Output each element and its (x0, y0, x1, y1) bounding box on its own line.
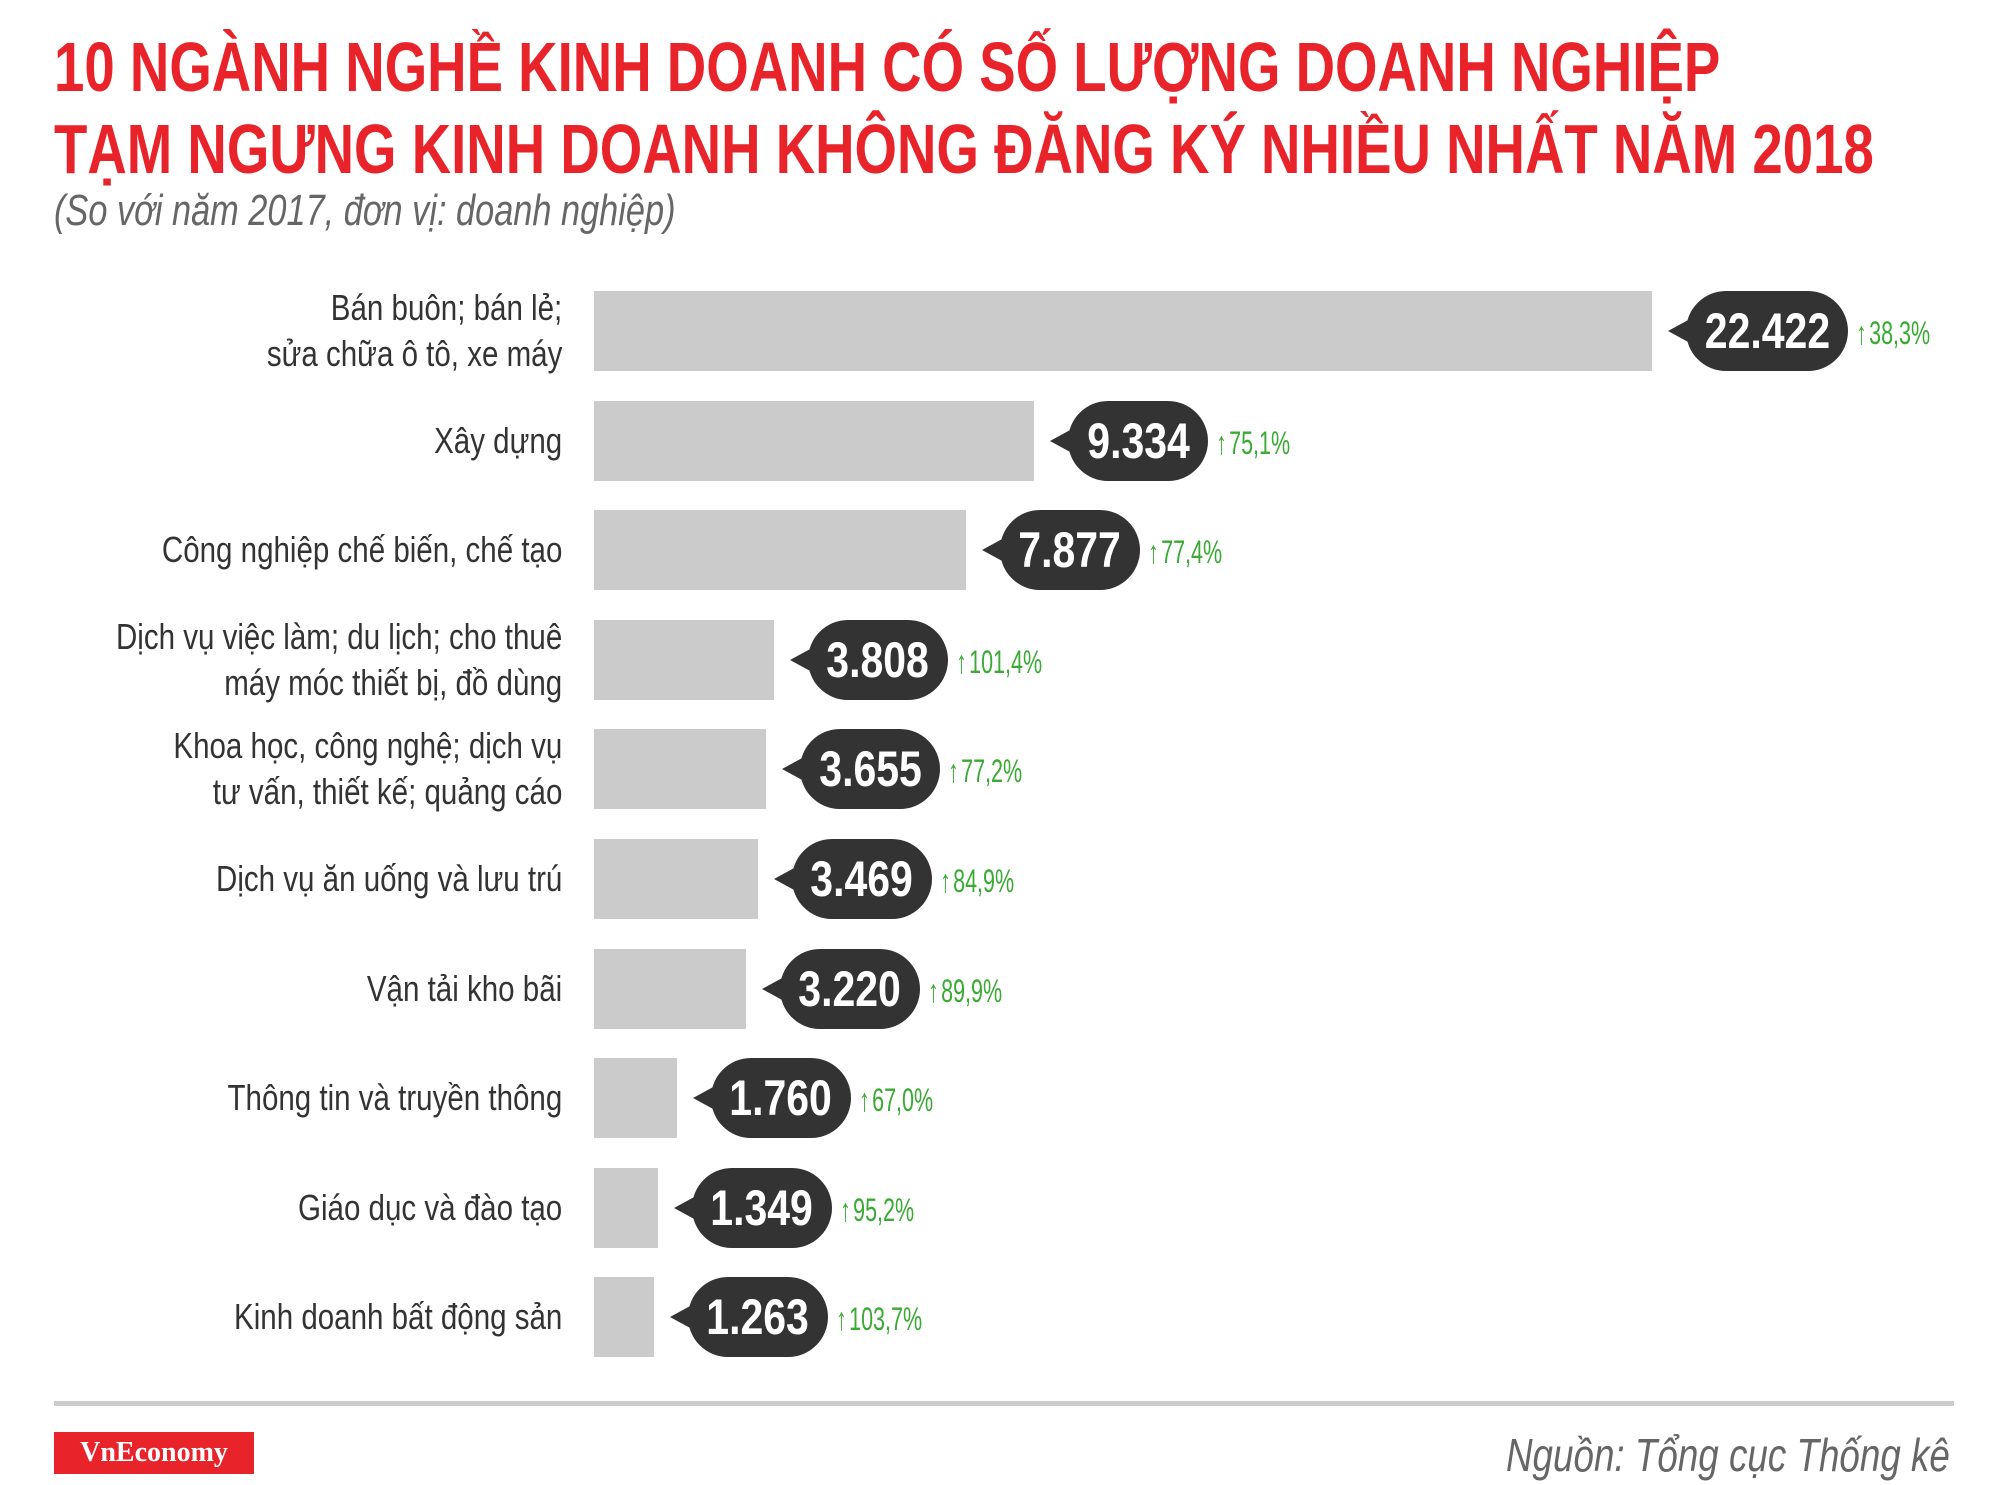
change-label: ↑67,0% (859, 1082, 966, 1119)
arrow-up-icon: ↑ (1147, 534, 1159, 571)
bar (594, 1277, 654, 1358)
change-value: 84,9% (952, 863, 1014, 899)
bar (594, 510, 966, 591)
arrow-up-icon: ↑ (939, 863, 951, 899)
change-label: ↑38,3% (1856, 315, 1963, 352)
bar (594, 729, 767, 810)
divider (54, 1401, 1954, 1406)
bar (594, 948, 746, 1029)
bar (594, 1058, 678, 1139)
category-label: Thông tin và truyền thông (154, 1075, 562, 1121)
change-value: 77,4% (1160, 534, 1222, 571)
value-label: 22.422 (1668, 291, 1848, 371)
category-label-line: Kinh doanh bất động sản (233, 1296, 562, 1338)
value-label: 9.334 (1050, 400, 1209, 481)
chart-title-line2: TẠM NGƯNG KINH DOANH KHÔNG ĐĂNG KÝ NHIỀU… (54, 110, 1874, 188)
change-value: 67,0% (872, 1082, 934, 1119)
arrow-up-icon: ↑ (839, 1191, 851, 1228)
change-value: 101,4% (968, 643, 1042, 680)
arrow-up-icon: ↑ (835, 1301, 847, 1338)
category-label: Vận tải kho bãi (324, 966, 562, 1012)
change-value: 75,1% (1229, 424, 1291, 461)
change-label: ↑75,1% (1216, 425, 1323, 462)
change-value: 89,9% (941, 972, 1003, 1009)
bar (594, 1167, 658, 1248)
category-label: Công nghiệp chế biến, chế tạo (74, 527, 562, 573)
category-label-line: Công nghiệp chế biến, chế tạo (161, 529, 562, 571)
change-value: 103,7% (848, 1301, 922, 1338)
arrow-up-icon: ↑ (859, 1082, 870, 1119)
category-label: Bán buôn; bán lẻ; sửa chữa ô tô, xe máy (202, 285, 562, 377)
value-label: 3.655 (782, 729, 941, 810)
arrow-up-icon: ↑ (955, 643, 967, 680)
change-label: ↑103,7% (836, 1301, 961, 1338)
arrow-up-icon: ↑ (1216, 424, 1228, 461)
bar (594, 291, 1652, 371)
category-label: Xây dựng (406, 418, 562, 464)
change-label: ↑89,9% (928, 973, 1035, 1010)
chart-subtitle: (So với năm 2017, đơn vị: doanh nghiệp) (54, 186, 676, 235)
category-label-line: Khoa học, công nghệ; dịch vụ (173, 725, 562, 767)
category-label: Khoa học, công nghệ; dịch vụ tư vấn, thiế… (88, 723, 562, 815)
change-value: 38,3% (1869, 315, 1931, 351)
change-label: ↑95,2% (840, 1192, 947, 1229)
value-label: 3.808 (789, 619, 948, 700)
arrow-up-icon: ↑ (927, 972, 939, 1009)
vneconomy-logo: VnEconomy (54, 1432, 254, 1474)
change-label: ↑101,4% (956, 644, 1081, 681)
value-label: 3.469 (773, 839, 932, 919)
bar (594, 619, 774, 700)
category-label-line: sửa chữa ô tô, xe máy (266, 333, 562, 374)
category-label: Kinh doanh bất động sản (162, 1294, 562, 1340)
change-label: ↑77,2% (948, 753, 1055, 790)
bar (594, 839, 758, 919)
value-label: 3.220 (761, 948, 920, 1029)
category-label-line: Giáo dục và đào tạo (297, 1186, 562, 1228)
category-label-line: Xây dựng (433, 419, 562, 461)
bar (594, 400, 1035, 481)
value-label: 7.877 (981, 510, 1140, 591)
category-label-line: máy móc thiết bị, đồ dùng (223, 661, 562, 703)
value-label: 1.349 (673, 1167, 832, 1248)
category-label: Dịch vụ việc làm; du lịch; cho thuê máy m… (18, 614, 562, 706)
source-note: Nguồn: Tổng cục Thống kê (1506, 1429, 1950, 1481)
category-label-line: Dịch vụ ăn uống và lưu trú (215, 858, 562, 899)
category-label-line: Thông tin và truyền thông (227, 1077, 562, 1119)
change-label: ↑77,4% (1148, 534, 1255, 571)
arrow-up-icon: ↑ (1856, 315, 1867, 351)
change-value: 95,2% (852, 1191, 914, 1228)
category-label: Dịch vụ ăn uống và lưu trú (140, 856, 562, 902)
value-label: 1.760 (693, 1058, 852, 1139)
category-label-line: Bán buôn; bán lẻ; (330, 287, 562, 328)
change-label: ↑84,9% (940, 863, 1047, 900)
change-value: 77,2% (961, 753, 1023, 790)
arrow-up-icon: ↑ (948, 753, 960, 790)
bar-chart: Bán buôn; bán lẻ; sửa chữa ô tô, xe máy 22… (18, 285, 1963, 1358)
category-label-line: Vận tải kho bãi (366, 967, 562, 1009)
chart-title-line1: 10 NGÀNH NGHỀ KINH DOANH CÓ SỐ LƯỢNG DOA… (54, 28, 1721, 106)
category-label-line: tư vấn, thiết kế; quảng cáo (212, 771, 562, 813)
category-label: Giáo dục và đào tạo (240, 1185, 562, 1231)
value-label: 1.263 (669, 1277, 828, 1358)
category-label-line: Dịch vụ việc làm; du lịch; cho thuê (115, 615, 562, 657)
